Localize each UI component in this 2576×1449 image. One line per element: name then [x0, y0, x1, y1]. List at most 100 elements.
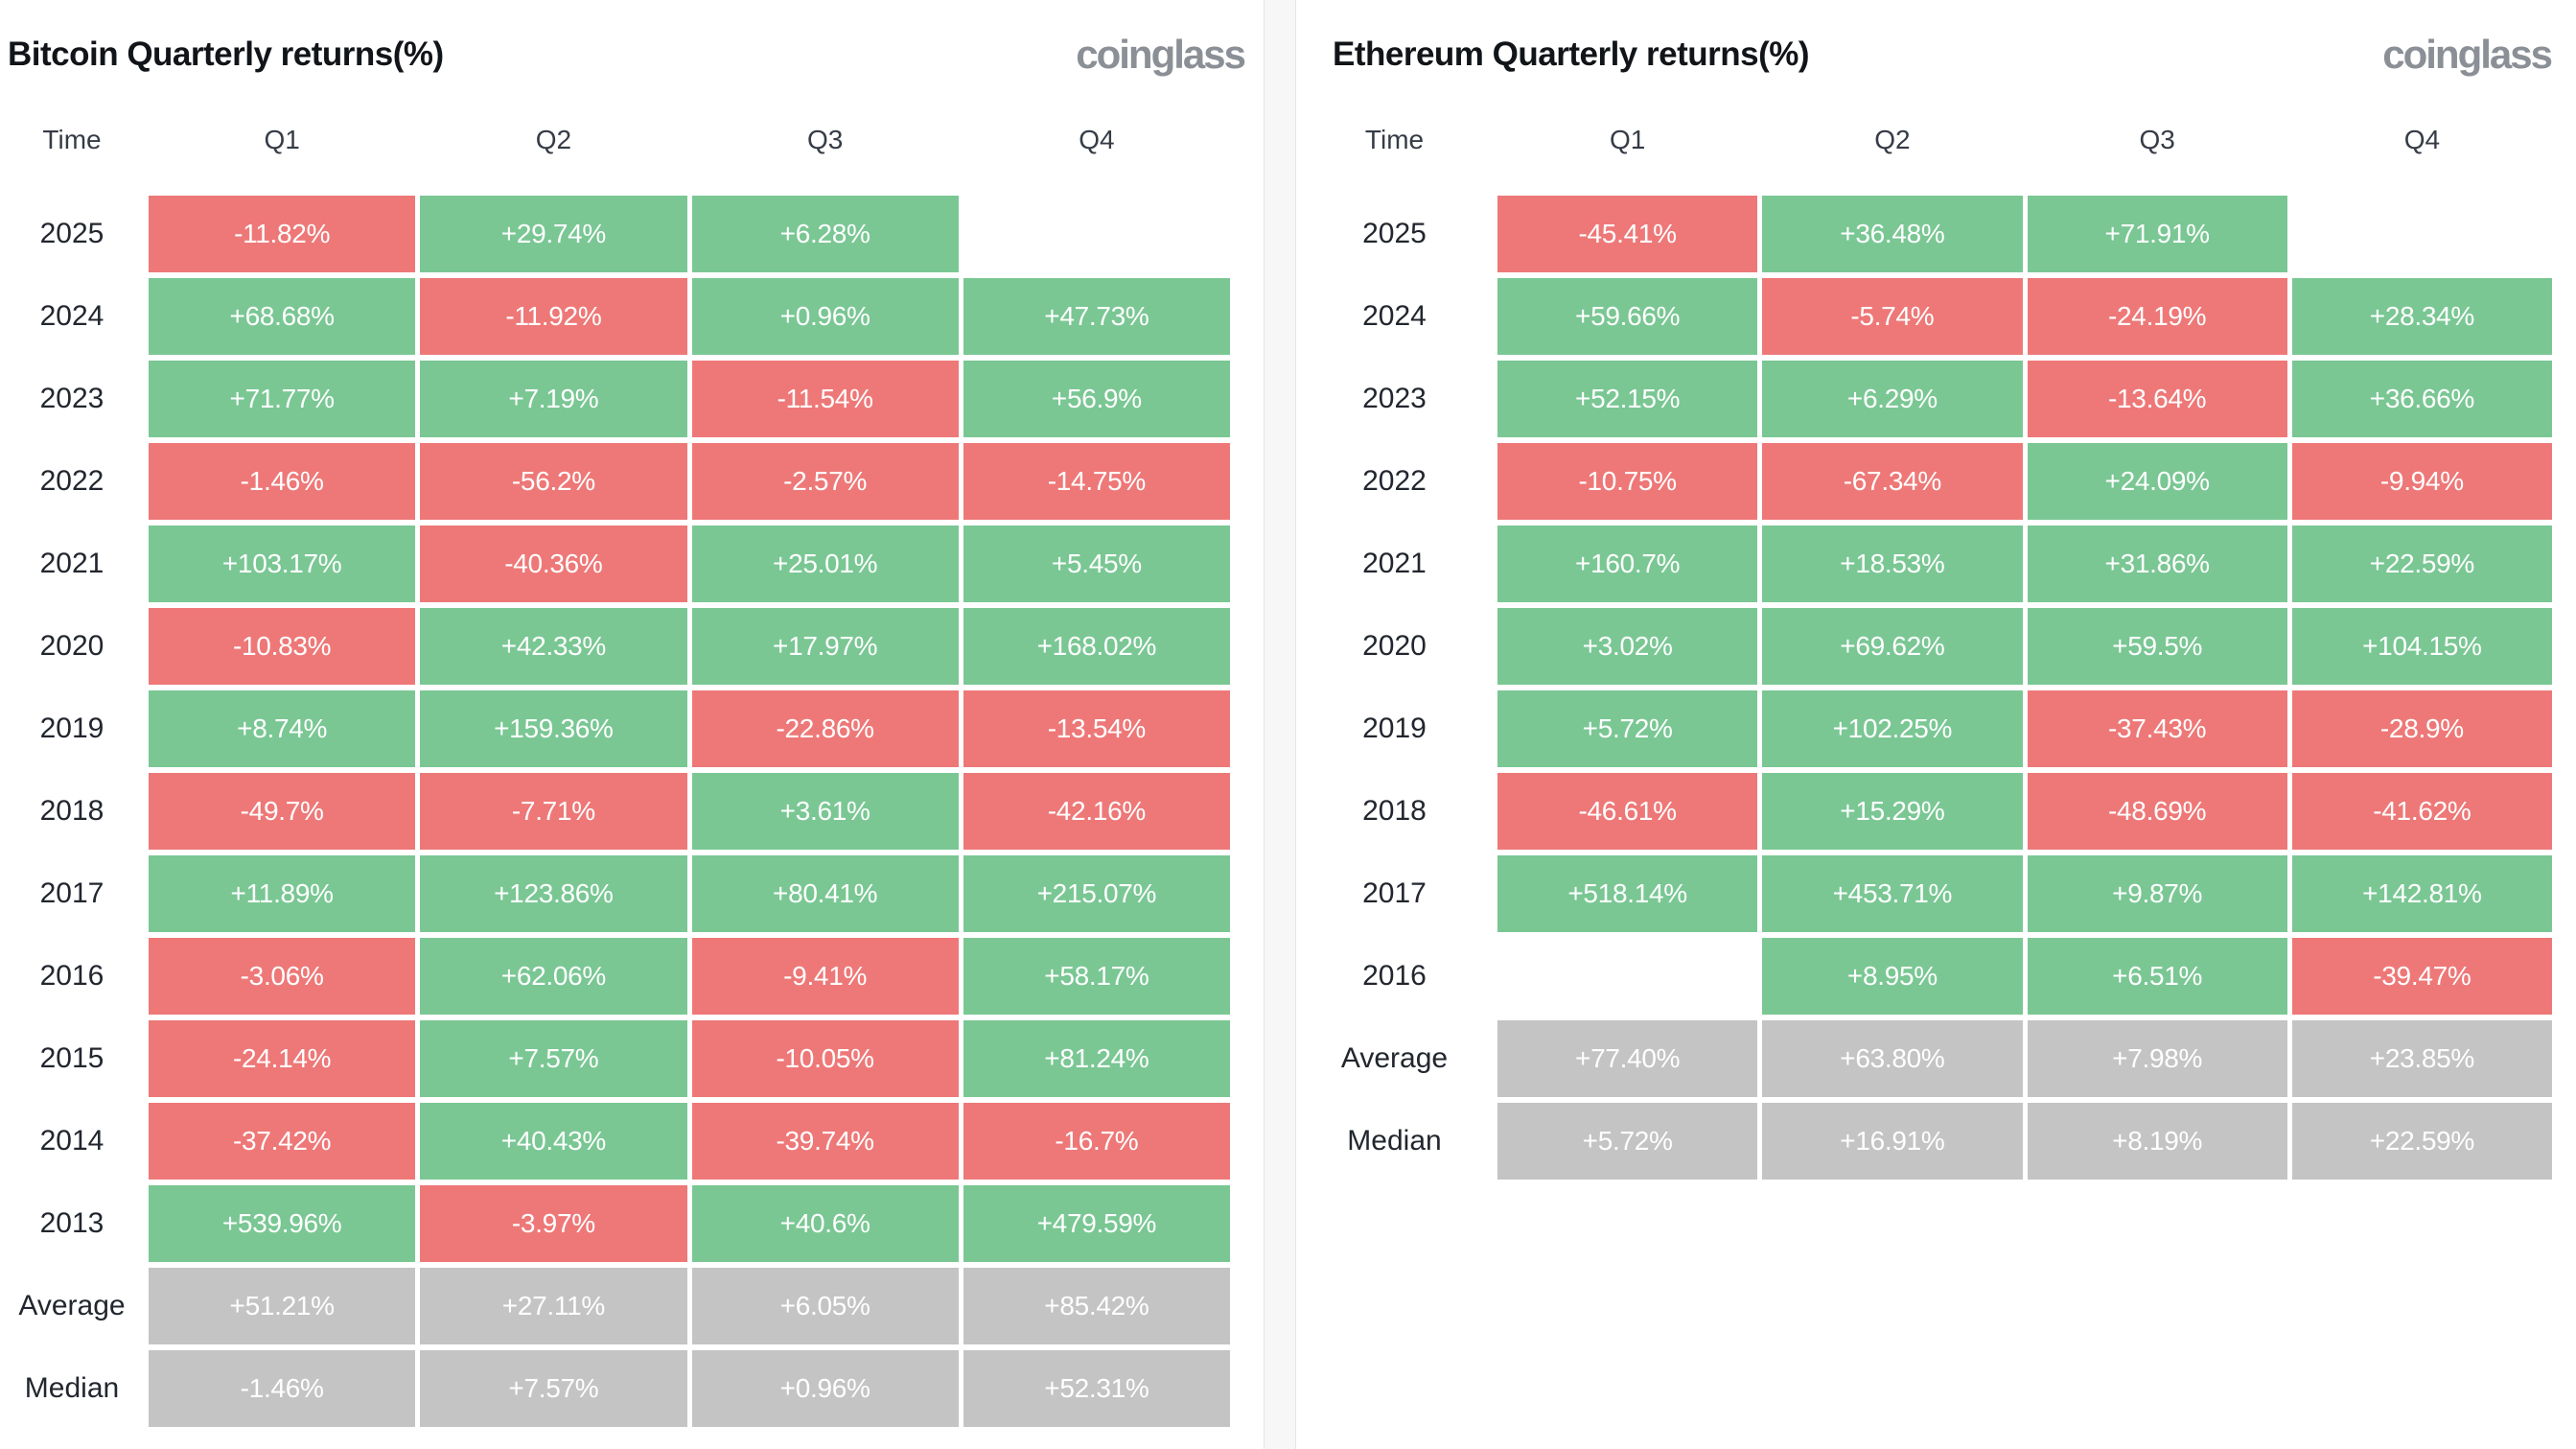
- column-header: Q3: [2139, 125, 2175, 154]
- row-label: 2021: [1362, 548, 1427, 579]
- return-cell: -3.97%: [420, 1185, 687, 1262]
- return-cell: -42.16%: [963, 773, 1230, 850]
- row-label: 2016: [1362, 960, 1427, 992]
- return-cell: +159.36%: [420, 690, 687, 767]
- return-cell: +40.43%: [420, 1103, 687, 1180]
- return-cell: -9.41%: [691, 938, 959, 1015]
- return-cell: -48.69%: [2027, 773, 2287, 850]
- return-cell: -49.7%: [149, 773, 416, 850]
- return-cell: +9.87%: [2027, 855, 2287, 932]
- row-label: Average: [1340, 1042, 1449, 1074]
- column-header: Q3: [806, 125, 844, 154]
- return-cell: +8.95%: [1762, 938, 2023, 1015]
- row-label: 2023: [39, 383, 104, 414]
- return-cell: +25.01%: [691, 526, 959, 602]
- row-label: 2025: [1362, 218, 1427, 249]
- return-cell: -28.9%: [2291, 690, 2552, 767]
- row-label: 2015: [39, 1042, 104, 1074]
- return-cell: +62.06%: [420, 938, 687, 1015]
- return-cell: -45.41%: [1497, 196, 1758, 272]
- coinglass-logo: coinglass: [1076, 32, 1246, 77]
- return-cell: +6.05%: [691, 1268, 959, 1344]
- return-cell: -13.54%: [963, 690, 1230, 767]
- return-cell: -46.61%: [1497, 773, 1758, 850]
- empty-cell: [963, 196, 1230, 272]
- time-header: Time: [1364, 125, 1425, 154]
- row-label: 2024: [1362, 300, 1427, 332]
- return-cell: +31.86%: [2027, 526, 2287, 602]
- return-cell: +16.91%: [1762, 1103, 2023, 1180]
- time-header: Time: [42, 125, 102, 154]
- return-cell: +3.61%: [691, 773, 959, 850]
- page-title: Bitcoin Quarterly returns(%): [8, 35, 444, 73]
- return-cell: -16.7%: [963, 1103, 1230, 1180]
- return-cell: +7.57%: [420, 1350, 687, 1427]
- bitcoin-returns-panel: Bitcoin Quarterly returns(%) coinglass T…: [0, 0, 1264, 1449]
- return-cell: -24.19%: [2027, 278, 2287, 355]
- return-cell: +215.07%: [963, 855, 1230, 932]
- return-cell: +3.02%: [1497, 608, 1758, 685]
- return-cell: +63.80%: [1762, 1020, 2023, 1097]
- return-cell: +22.59%: [2291, 1103, 2552, 1180]
- return-cell: +71.77%: [149, 361, 416, 437]
- return-cell: +52.31%: [963, 1350, 1230, 1427]
- return-cell: +58.17%: [963, 938, 1230, 1015]
- return-cell: +453.71%: [1762, 855, 2023, 932]
- return-cell: +7.98%: [2027, 1020, 2287, 1097]
- row-label: Median: [24, 1372, 120, 1404]
- row-label: 2019: [1362, 713, 1427, 744]
- returns-table: Time Q1 Q2 Q3 Q4 2025 -11.82% +29.74% +6.28% 2024…: [0, 113, 1264, 1427]
- return-cell: +17.97%: [691, 608, 959, 685]
- return-cell: +24.09%: [2027, 443, 2287, 520]
- return-cell: -22.86%: [691, 690, 959, 767]
- return-cell: +8.74%: [149, 690, 416, 767]
- row-label: 2024: [39, 300, 104, 332]
- return-cell: +479.59%: [963, 1185, 1230, 1262]
- return-cell: +518.14%: [1497, 855, 1758, 932]
- return-cell: -2.57%: [691, 443, 959, 520]
- row-label: 2018: [1362, 795, 1427, 827]
- return-cell: +160.7%: [1497, 526, 1758, 602]
- return-cell: +539.96%: [149, 1185, 416, 1262]
- row-label: 2019: [39, 713, 104, 744]
- return-cell: +28.34%: [2291, 278, 2552, 355]
- return-cell: +102.25%: [1762, 690, 2023, 767]
- column-header: Q1: [1609, 125, 1646, 154]
- return-cell: +80.41%: [691, 855, 959, 932]
- return-cell: -41.62%: [2291, 773, 2552, 850]
- return-cell: +27.11%: [420, 1268, 687, 1344]
- return-cell: +47.73%: [963, 278, 1230, 355]
- row-label: 2017: [39, 877, 104, 909]
- return-cell: +81.24%: [963, 1020, 1230, 1097]
- return-cell: +6.28%: [691, 196, 959, 272]
- return-cell: -9.94%: [2291, 443, 2552, 520]
- return-cell: +40.6%: [691, 1185, 959, 1262]
- return-cell: +0.96%: [691, 1350, 959, 1427]
- row-label: 2017: [1362, 877, 1427, 909]
- return-cell: +52.15%: [1497, 361, 1758, 437]
- return-cell: +85.42%: [963, 1268, 1230, 1344]
- return-cell: +42.33%: [420, 608, 687, 685]
- return-cell: +18.53%: [1762, 526, 2023, 602]
- panel-header: Ethereum Quarterly returns(%) coinglass: [1296, 25, 2576, 84]
- return-cell: +59.66%: [1497, 278, 1758, 355]
- row-label: 2014: [39, 1125, 104, 1157]
- return-cell: +123.86%: [420, 855, 687, 932]
- returns-table: Time Q1 Q2 Q3 Q4 2025 -45.41% +36.48% +71.91% 202…: [1296, 113, 2576, 1180]
- panel-header: Bitcoin Quarterly returns(%) coinglass: [0, 25, 1264, 84]
- row-label: 2016: [39, 960, 104, 992]
- row-label: 2013: [39, 1207, 104, 1239]
- row-label: 2023: [1362, 383, 1427, 414]
- return-cell: -37.42%: [149, 1103, 416, 1180]
- column-header: Q2: [1874, 125, 1911, 154]
- row-label: Average: [18, 1290, 126, 1321]
- return-cell: +7.57%: [420, 1020, 687, 1097]
- return-cell: +11.89%: [149, 855, 416, 932]
- return-cell: +8.19%: [2027, 1103, 2287, 1180]
- return-cell: -40.36%: [420, 526, 687, 602]
- return-cell: -1.46%: [149, 1350, 416, 1427]
- return-cell: -11.82%: [149, 196, 416, 272]
- row-label: Median: [1347, 1125, 1442, 1157]
- column-header: Q4: [2403, 125, 2441, 154]
- empty-cell: [2292, 196, 2552, 272]
